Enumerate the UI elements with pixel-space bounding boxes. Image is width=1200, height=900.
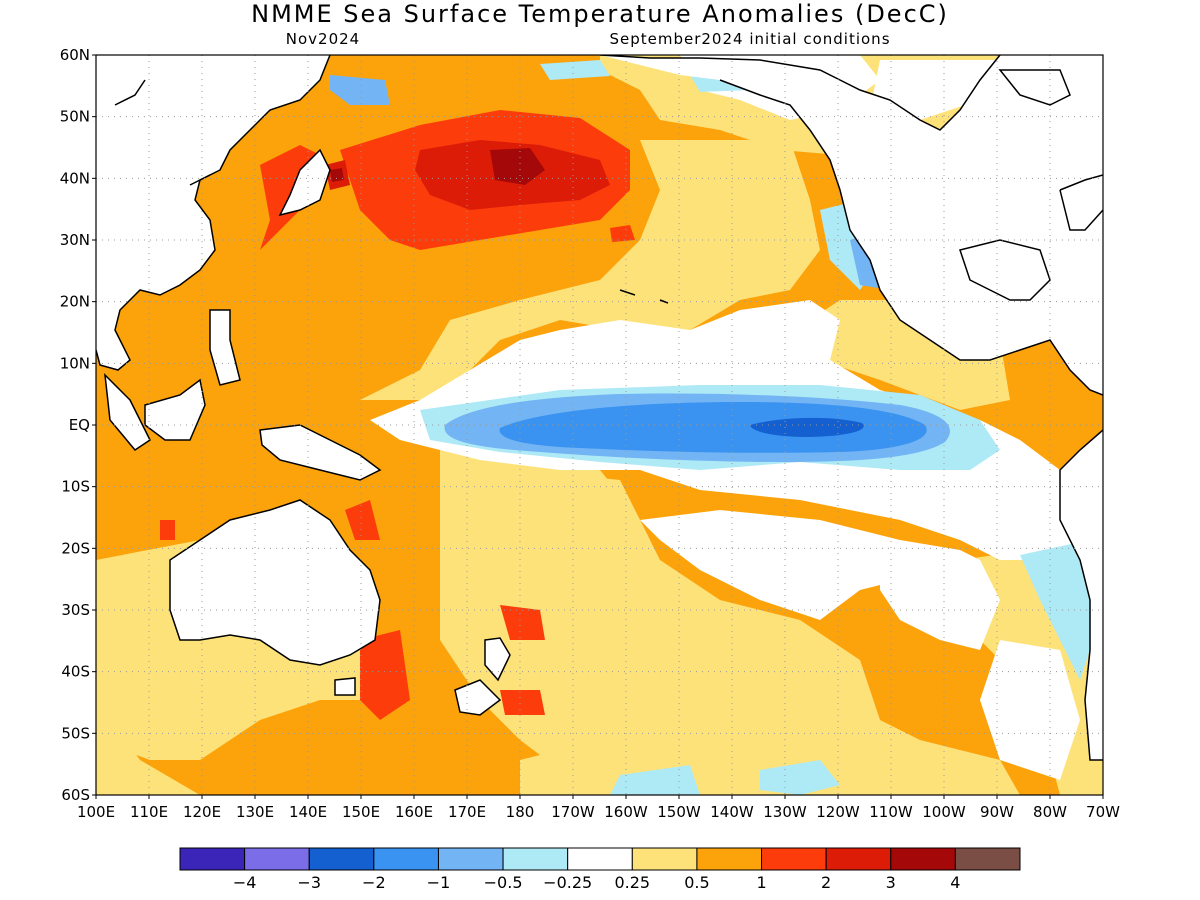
lon-tick-label: 80W (1033, 803, 1067, 821)
initial-conditions-label: September2024 initial conditions (609, 30, 890, 48)
colorbar-swatch (631, 847, 698, 871)
lon-tick-label: 130W (763, 803, 807, 821)
australia-land (170, 500, 380, 665)
colorbar-swatch (502, 847, 569, 871)
borneo-land (145, 380, 205, 440)
gulf-coast-land (960, 240, 1050, 300)
lon-tick-label: 130E (236, 803, 274, 821)
colorbar-label: 1 (756, 873, 766, 892)
lon-tick-label: 160E (395, 803, 433, 821)
land-masses (96, 55, 1103, 760)
lon-tick-label: 180 (506, 803, 535, 821)
colorbar-swatch (825, 847, 892, 871)
colorbar-label: −0.5 (484, 873, 523, 892)
colorbar-swatch (954, 847, 1021, 871)
colorbar-swatch (437, 847, 504, 871)
colorbar-label: 0.25 (614, 873, 650, 892)
lat-tick-label: 10S (61, 478, 90, 496)
lat-tick-label: 60S (61, 786, 90, 804)
lon-tick-label: 140W (710, 803, 754, 821)
cooler-regions (499, 402, 927, 453)
hudson-bay-land (1000, 70, 1070, 105)
lon-tick-label: 160W (604, 803, 648, 821)
colorbar-label: −2 (362, 873, 386, 892)
new-zealand-north-land (485, 638, 510, 680)
latitude-axis: 60N 50N 40N 30N 20N 10N EQ 10S 20S 30S 40S 50S 60S (60, 46, 96, 804)
colorbar-label: −3 (297, 873, 321, 892)
lon-tick-label: 120W (816, 803, 860, 821)
philippines-land (210, 310, 240, 385)
colorbar-swatch (761, 847, 827, 871)
warm-regions (160, 60, 1100, 720)
colorbar-swatch (890, 847, 956, 871)
lat-tick-label: EQ (69, 416, 90, 434)
anomaly-field (96, 55, 1103, 795)
north-america-land (390, 55, 1103, 395)
lon-tick-label: 150E (342, 803, 380, 821)
tasmania-land (335, 678, 355, 695)
colorbar-swatch (373, 847, 439, 871)
lat-tick-label: 40N (60, 169, 90, 187)
lat-tick-label: 30S (61, 601, 90, 619)
lat-tick-label: 50N (60, 108, 90, 126)
sumatra-land (105, 375, 150, 450)
colorbar: −4 −3 −2 −1 −0.5 −0.25 0.25 0.5 1 2 3 4 (179, 847, 1021, 892)
lat-tick-label: 20N (60, 293, 90, 311)
colorbar-swatch (244, 847, 310, 871)
colorbar-label: −4 (233, 873, 257, 892)
colorbar-swatch (179, 847, 246, 871)
lon-tick-label: 150W (657, 803, 701, 821)
lat-tick-label: 60N (60, 46, 90, 64)
lon-tick-label: 170W (551, 803, 595, 821)
lon-tick-label: 110E (130, 803, 168, 821)
lon-tick-label: 70W (1086, 803, 1120, 821)
colorbar-label: 3 (886, 873, 896, 892)
forecast-month: Nov2024 (286, 30, 360, 48)
lon-tick-label: 110W (869, 803, 913, 821)
east-coast-land (1060, 175, 1103, 230)
lat-tick-label: 40S (61, 663, 90, 681)
colorbar-label: 0.5 (684, 873, 709, 892)
lat-tick-label: 50S (61, 724, 90, 742)
colorbar-label: 2 (821, 873, 831, 892)
japan-land (280, 150, 330, 215)
lon-tick-label: 140E (289, 803, 327, 821)
lat-tick-label: 10N (60, 354, 90, 372)
colorbar-label: −1 (427, 873, 451, 892)
colorbar-swatch (308, 847, 375, 871)
coolest-regions (750, 417, 864, 437)
longitude-axis: 100E 110E 120E 130E 140E 150E 160E 170E 180 170W 1… (77, 795, 1120, 821)
lon-tick-label: 100E (77, 803, 115, 821)
lon-tick-label: 90W (980, 803, 1014, 821)
coastlines (96, 55, 1103, 761)
map-title: NMME Sea Surface Temperature Anomalies (… (251, 0, 949, 28)
lat-tick-label: 20S (61, 539, 90, 557)
colorbar-label: 4 (950, 873, 960, 892)
lon-tick-label: 120E (183, 803, 221, 821)
lon-tick-label: 170E (448, 803, 486, 821)
colorbar-label: −0.25 (543, 873, 592, 892)
hot-regions (330, 148, 545, 185)
lon-tick-label: 100W (922, 803, 966, 821)
new-guinea-land (260, 425, 380, 480)
colorbar-swatch (696, 847, 763, 871)
colorbar-swatch (567, 847, 633, 871)
asia-land (96, 55, 330, 370)
lat-tick-label: 30N (60, 231, 90, 249)
south-america-land (1060, 430, 1103, 760)
